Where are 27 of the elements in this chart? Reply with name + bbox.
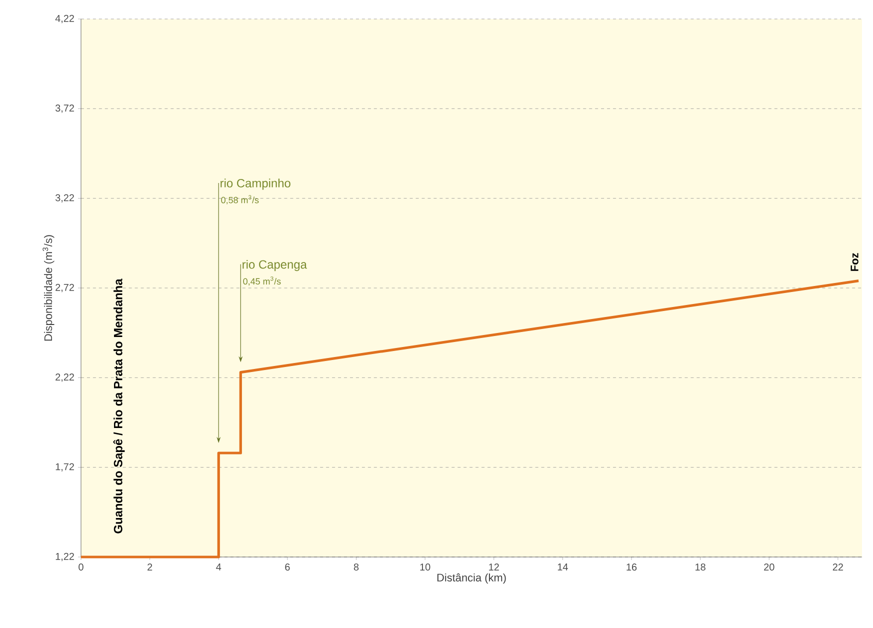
x-tick-label: 8	[354, 564, 359, 571]
annotation: 0,58 m$^{3}$/s	[221, 195, 259, 204]
y-tick-label: 3,22	[55, 194, 74, 202]
y-axis-title: Disponibilidade (m$^{3}$/s)	[42, 235, 54, 341]
annotation: rio Capenga	[242, 260, 307, 272]
x-axis-title: Distância (km)	[437, 573, 506, 584]
x-tick-label: 4	[216, 564, 222, 570]
annotation: rio Campinho	[220, 178, 290, 190]
x-tick-label: 18	[696, 564, 706, 571]
x-tick-label: 14	[558, 564, 568, 570]
annotation: Guandu do Sapê / Rio da Prata do Mendanha	[113, 278, 125, 534]
y-tick-label: 1,22	[56, 552, 74, 562]
y-tick-label: 2,72	[56, 284, 74, 292]
x-tick-label: 0	[78, 564, 84, 571]
y-tick-label: 3,72	[55, 104, 74, 113]
x-tick-label: 16	[626, 564, 637, 571]
annotation: 0,45 m$^{3}$/s	[243, 276, 281, 286]
x-tick-label: 20	[764, 564, 774, 571]
x-tick-label: 22	[832, 564, 843, 570]
x-tick-label: 6	[285, 564, 290, 571]
annotation: Foz	[850, 253, 858, 271]
x-tick-label: 10	[420, 564, 430, 571]
x-tick-label: 2	[148, 564, 152, 570]
x-tick-label: 12	[489, 564, 499, 570]
y-tick-label: 1,72	[56, 463, 74, 472]
y-tick-label: 2,22	[56, 374, 74, 382]
y-tick-label: 4,22	[55, 14, 74, 24]
